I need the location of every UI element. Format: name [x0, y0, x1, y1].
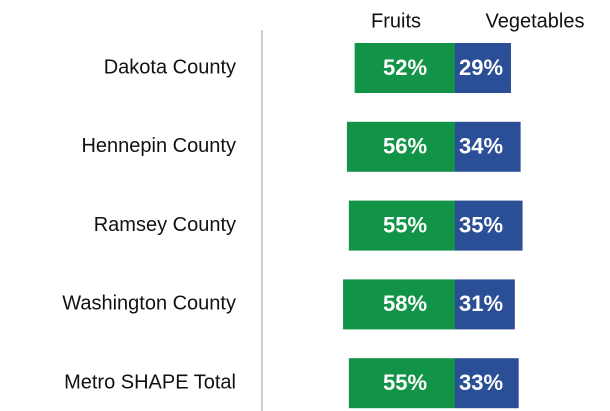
value-label: 58% [383, 291, 427, 316]
category-label: Hennepin County [81, 135, 236, 157]
category-label: Washington County [62, 293, 236, 315]
value-label: 55% [383, 212, 427, 237]
bar [354, 43, 455, 93]
bar [346, 121, 455, 172]
bar [348, 200, 455, 251]
bar [455, 43, 511, 93]
category-label: Ramsey County [94, 214, 236, 236]
legend-label: Vegetables [486, 10, 585, 32]
bar [455, 279, 515, 330]
bar [455, 200, 523, 251]
bar [343, 279, 455, 330]
value-label: 35% [459, 212, 503, 237]
category-label: Metro SHAPE Total [64, 371, 236, 393]
value-label: 34% [459, 134, 503, 159]
value-label: 52% [383, 55, 427, 80]
bar [348, 358, 455, 409]
bar [455, 358, 519, 409]
value-label: 56% [383, 134, 427, 159]
bar [455, 121, 521, 172]
category-label: Dakota County [104, 56, 236, 78]
value-label: 31% [459, 291, 503, 316]
value-label: 55% [383, 370, 427, 395]
value-label: 29% [459, 55, 503, 80]
value-label: 33% [459, 370, 503, 395]
legend-label: Fruits [371, 10, 421, 32]
